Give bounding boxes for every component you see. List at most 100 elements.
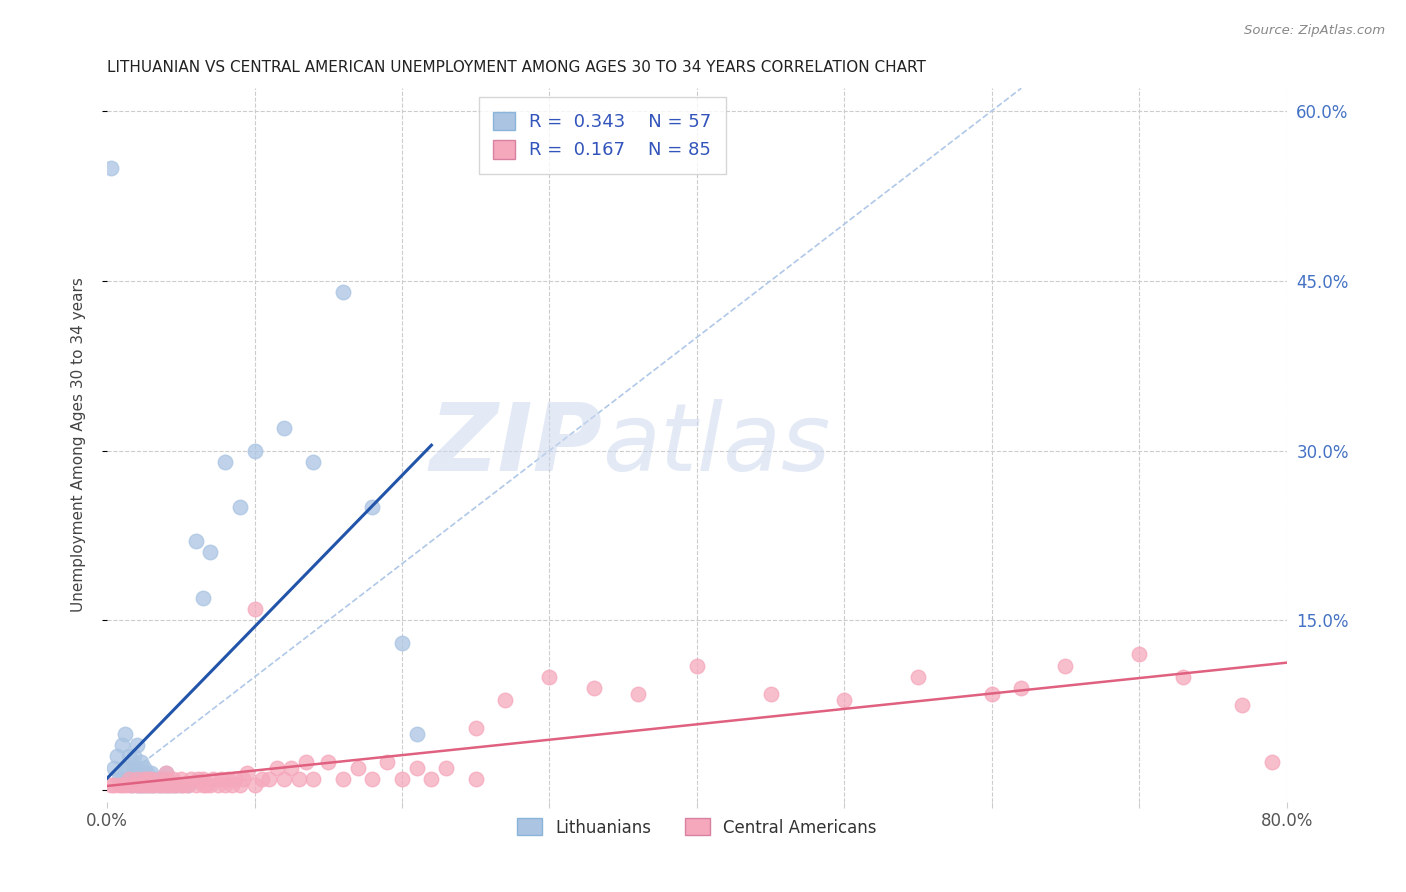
Point	[627, 687, 650, 701]
Point	[132, 772, 155, 786]
Point	[170, 778, 193, 792]
Point	[125, 772, 148, 786]
Point	[121, 778, 143, 792]
Point	[148, 772, 170, 786]
Text: Source: ZipAtlas.com: Source: ZipAtlas.com	[1244, 24, 1385, 37]
Point	[141, 766, 163, 780]
Point	[157, 778, 180, 792]
Point	[128, 778, 150, 792]
Point	[464, 772, 486, 786]
Point	[177, 778, 200, 792]
Point	[221, 778, 243, 792]
Point	[135, 778, 157, 792]
Point	[1261, 755, 1284, 769]
Point	[494, 692, 516, 706]
Point	[184, 778, 207, 792]
Point	[214, 778, 236, 792]
Point	[148, 778, 170, 792]
Point	[155, 766, 177, 780]
Point	[686, 658, 709, 673]
Point	[114, 778, 136, 792]
Point	[243, 443, 266, 458]
Point	[184, 534, 207, 549]
Point	[202, 772, 225, 786]
Point	[105, 749, 128, 764]
Point	[191, 772, 214, 786]
Point	[131, 778, 153, 792]
Point	[128, 772, 150, 786]
Point	[391, 772, 413, 786]
Point	[150, 778, 173, 792]
Point	[464, 721, 486, 735]
Point	[405, 726, 427, 740]
Point	[162, 772, 184, 786]
Point	[346, 761, 368, 775]
Point	[1128, 648, 1150, 662]
Point	[111, 738, 134, 752]
Point	[118, 761, 141, 775]
Point	[138, 772, 160, 786]
Point	[141, 772, 163, 786]
Point	[266, 761, 288, 775]
Point	[177, 778, 200, 792]
Point	[108, 772, 131, 786]
Point	[135, 766, 157, 780]
Point	[162, 778, 184, 792]
Point	[155, 778, 177, 792]
Point	[224, 772, 246, 786]
Point	[143, 778, 166, 792]
Point	[138, 772, 160, 786]
Point	[200, 778, 222, 792]
Point	[157, 778, 180, 792]
Point	[100, 161, 122, 175]
Point	[170, 772, 193, 786]
Point	[125, 761, 148, 775]
Point	[832, 692, 855, 706]
Point	[129, 755, 152, 769]
Point	[155, 772, 177, 786]
Point	[316, 755, 339, 769]
Point	[287, 772, 309, 786]
Point	[375, 755, 398, 769]
Point	[391, 636, 413, 650]
Point	[173, 778, 195, 792]
Y-axis label: Unemployment Among Ages 30 to 34 years: Unemployment Among Ages 30 to 34 years	[72, 277, 86, 613]
Point	[148, 778, 170, 792]
Point	[141, 778, 163, 792]
Point	[1010, 681, 1032, 696]
Point	[243, 778, 266, 792]
Point	[125, 778, 148, 792]
Point	[420, 772, 443, 786]
Point	[209, 772, 232, 786]
Point	[200, 545, 222, 559]
Point	[582, 681, 605, 696]
Point	[111, 772, 134, 786]
Point	[434, 761, 457, 775]
Point	[295, 755, 318, 769]
Point	[980, 687, 1002, 701]
Point	[232, 772, 254, 786]
Point	[155, 778, 177, 792]
Point	[229, 500, 252, 515]
Point	[134, 778, 156, 792]
Point	[332, 772, 354, 786]
Point	[118, 772, 141, 786]
Point	[273, 421, 295, 435]
Point	[405, 761, 427, 775]
Point	[538, 670, 561, 684]
Point	[229, 778, 252, 792]
Point	[141, 778, 163, 792]
Point	[302, 455, 325, 469]
Point	[132, 778, 155, 792]
Point	[118, 749, 141, 764]
Point	[361, 500, 384, 515]
Point	[115, 772, 138, 786]
Point	[302, 772, 325, 786]
Point	[125, 738, 148, 752]
Point	[118, 772, 141, 786]
Point	[332, 285, 354, 299]
Point	[100, 778, 122, 792]
Point	[191, 591, 214, 605]
Point	[124, 772, 146, 786]
Text: ZIP: ZIP	[430, 399, 603, 491]
